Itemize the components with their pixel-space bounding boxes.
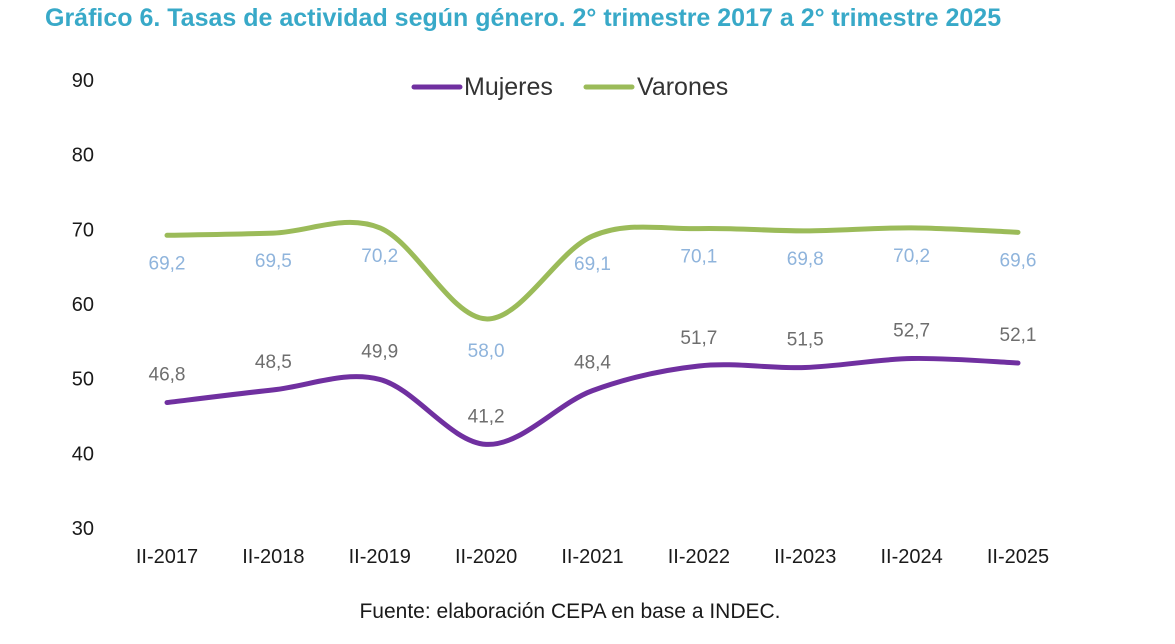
legend-label-mujeres: Mujeres [464, 73, 553, 101]
data-label-mujeres: 46,8 [149, 365, 186, 386]
data-label-varones: 70,2 [361, 246, 398, 267]
data-label-mujeres: 41,2 [468, 406, 505, 427]
data-label-varones: 58,0 [468, 341, 505, 362]
data-label-varones: 69,6 [1000, 250, 1037, 271]
data-label-varones: 69,2 [149, 253, 186, 274]
x-tick-label: II-2024 [880, 546, 942, 568]
x-tick-label: II-2018 [242, 546, 304, 568]
legend-label-varones: Varones [637, 73, 728, 101]
data-label-mujeres: 52,7 [893, 321, 930, 342]
y-tick-label: 30 [72, 518, 94, 540]
data-label-varones: 70,2 [893, 246, 930, 267]
x-tick-label: II-2017 [136, 546, 198, 568]
y-tick-label: 70 [72, 219, 94, 241]
data-label-varones: 70,1 [680, 247, 717, 268]
series-line-mujeres [164, 355, 1021, 447]
series-line-varones [164, 219, 1021, 322]
y-tick-label: 60 [72, 294, 94, 316]
data-label-mujeres: 52,1 [1000, 325, 1037, 346]
data-label-mujeres: 48,4 [574, 353, 611, 374]
data-label-mujeres: 48,5 [255, 352, 292, 373]
chart-title: Gráfico 6. Tasas de actividad según géne… [45, 4, 1002, 32]
y-tick-label: 40 [72, 443, 94, 465]
x-tick-label: II-2020 [455, 546, 517, 568]
y-axis: 90 80 70 60 50 40 30 [72, 70, 94, 540]
data-label-mujeres: 51,7 [680, 328, 717, 349]
legend: Mujeres Varones [411, 73, 728, 101]
legend-item-varones: Varones [583, 73, 728, 101]
data-label-mujeres: 51,5 [787, 329, 824, 350]
source-note: Fuente: elaboración CEPA en base a INDEC… [359, 600, 781, 623]
y-tick-label: 80 [72, 145, 94, 167]
x-tick-label: II-2023 [774, 546, 836, 568]
series-lines [164, 219, 1021, 447]
y-tick-label: 90 [72, 70, 94, 92]
data-label-varones: 69,1 [574, 254, 611, 275]
x-tick-label: II-2019 [349, 546, 411, 568]
data-labels: 46,8 48,5 49,9 41,2 48,4 51,7 51,5 52,7 52,1 69,2… [149, 246, 1037, 428]
y-tick-label: 50 [72, 369, 94, 391]
legend-item-mujeres: Mujeres [411, 73, 553, 101]
x-axis: II-2017 II-2018 II-2019 II-2020 II-2021 II-20… [136, 546, 1049, 568]
data-label-mujeres: 49,9 [361, 341, 398, 362]
data-label-varones: 69,5 [255, 251, 292, 272]
x-tick-label: II-2025 [987, 546, 1049, 568]
x-tick-label: II-2021 [561, 546, 623, 568]
x-tick-label: II-2022 [668, 546, 730, 568]
data-label-varones: 69,8 [787, 249, 824, 270]
